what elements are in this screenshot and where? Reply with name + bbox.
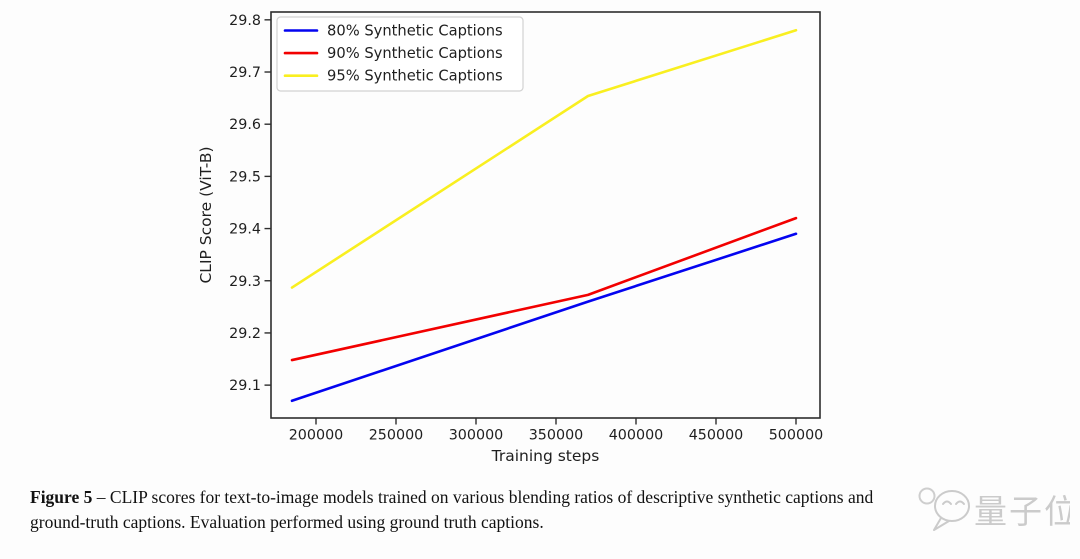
legend-label-3: 95% Synthetic Captions bbox=[327, 68, 503, 85]
x-tick-label: 450000 bbox=[689, 428, 744, 444]
figure-caption-label: Figure 5 bbox=[30, 487, 93, 507]
x-tick-label: 400000 bbox=[609, 428, 664, 444]
y-axis-label: CLIP Score (ViT-B) bbox=[197, 146, 215, 283]
figure-caption-line1: Figure 5 – CLIP scores for text-to-image… bbox=[30, 485, 1060, 510]
x-tick-label: 300000 bbox=[449, 428, 504, 444]
legend-box bbox=[276, 16, 524, 92]
watermark-small-bubble-icon bbox=[918, 487, 936, 505]
plot-border bbox=[270, 11, 821, 419]
series-line-2 bbox=[290, 216, 798, 362]
y-tick-label: 29.1 bbox=[229, 378, 261, 394]
y-tick-label: 29.6 bbox=[229, 117, 261, 133]
watermark-chat-bubble-icon bbox=[933, 490, 970, 531]
series-line-3 bbox=[290, 28, 798, 289]
y-tick-label: 29.5 bbox=[229, 169, 261, 185]
y-tick-label: 29.2 bbox=[229, 326, 261, 342]
y-tick-label: 29.3 bbox=[229, 274, 261, 290]
watermark-text: 量子位 bbox=[974, 492, 1070, 531]
figure-caption-line2: ground-truth captions. Evaluation perfor… bbox=[30, 512, 544, 532]
legend-label-2: 90% Synthetic Captions bbox=[327, 45, 503, 62]
y-tick-label: 29.8 bbox=[229, 13, 261, 29]
y-tick-label: 29.7 bbox=[229, 65, 261, 81]
legend-label-1: 80% Synthetic Captions bbox=[327, 23, 503, 40]
x-tick-label: 500000 bbox=[769, 428, 824, 444]
series-line-1 bbox=[290, 232, 798, 403]
y-tick-label: 29.4 bbox=[229, 222, 261, 238]
clip-score-line-chart: 200000 250000 300000 350000 400000 450000 5000… bbox=[197, 11, 824, 465]
x-tick-label: 350000 bbox=[529, 428, 584, 444]
x-tick-label: 200000 bbox=[289, 428, 344, 444]
x-axis-label: Training steps bbox=[491, 447, 600, 465]
x-tick-label: 250000 bbox=[369, 428, 424, 444]
figure-caption: Figure 5 – CLIP scores for text-to-image… bbox=[30, 485, 1060, 535]
qbitai-watermark: 量子位 bbox=[918, 487, 1070, 531]
figure-caption-line1-text: – CLIP scores for text-to-image models t… bbox=[92, 487, 874, 507]
